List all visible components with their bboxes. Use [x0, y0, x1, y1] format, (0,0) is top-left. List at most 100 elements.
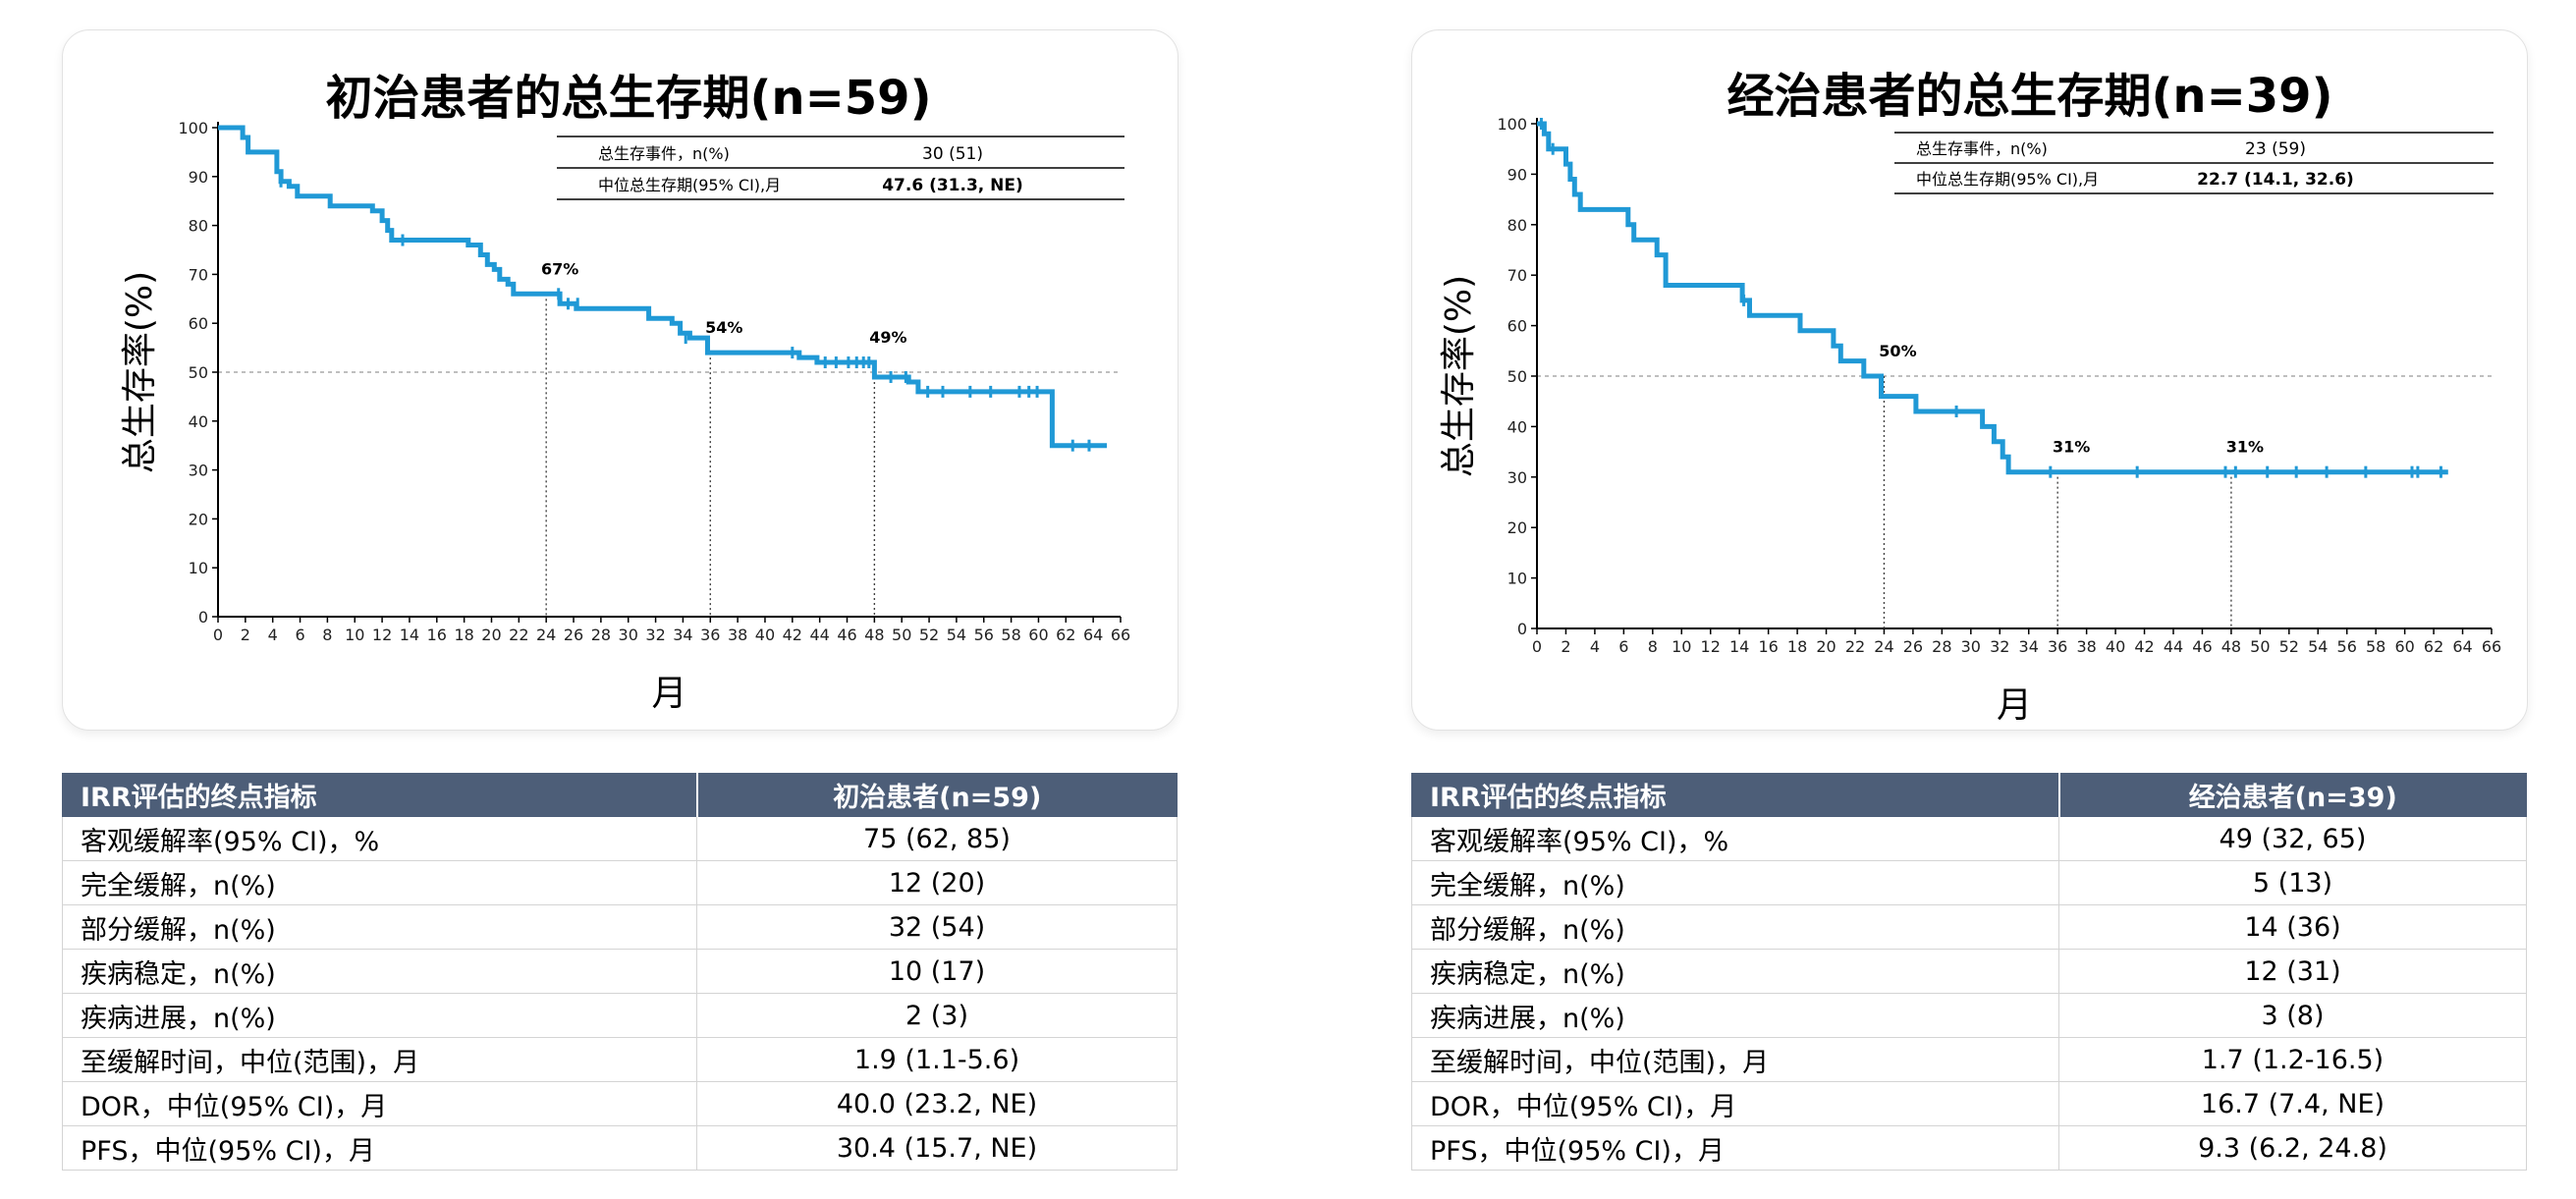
x-tick-label: 16	[1758, 637, 1778, 656]
x-tick-label: 46	[837, 626, 856, 644]
endpoint-label: 客观缓解率(95% CI)，%	[1411, 816, 2059, 861]
stat-value: 30 (51)	[922, 144, 983, 164]
endpoint-value: 16.7 (7.4, NE)	[2058, 1081, 2527, 1126]
x-axis-title: 月	[1997, 685, 2032, 726]
endpoint-label: 疾病稳定，n(%)	[62, 949, 697, 994]
km-chart-previously-treated: 经治患者的总生存期(n=39)总生存率(%)月01020304050607080…	[1439, 69, 2501, 726]
y-tick-label: 90	[189, 168, 208, 187]
x-tick-label: 4	[268, 626, 278, 644]
endpoint-value: 10 (17)	[696, 949, 1178, 994]
table-row: 完全缓解，n(%) 12 (20)	[62, 860, 1178, 905]
endpoint-label: 至缓解时间，中位(范围)，月	[62, 1037, 697, 1082]
x-tick-label: 44	[809, 626, 829, 644]
km-chart-treatment-naive: 初治患者的总生存期(n=59)总生存率(%)月01020304050607080…	[120, 71, 1130, 714]
x-tick-label: 38	[2076, 637, 2096, 656]
endpoint-label: 部分缓解，n(%)	[1411, 904, 2059, 950]
table-header-row: IRR评估的终点指标 初治患者(n=59)	[62, 773, 1178, 817]
endpoint-label: 完全缓解，n(%)	[62, 860, 697, 905]
y-tick-label: 60	[1507, 317, 1527, 336]
y-tick-label: 0	[198, 608, 208, 627]
x-tick-label: 66	[2482, 637, 2501, 656]
stat-value: 22.7 (14.1, 32.6)	[2197, 170, 2354, 190]
x-tick-label: 40	[2106, 637, 2125, 656]
table-row: 客观缓解率(95% CI)，% 49 (32, 65)	[1411, 816, 2527, 861]
x-tick-label: 26	[564, 626, 583, 644]
y-tick-label: 100	[1497, 115, 1527, 134]
table-row: 至缓解时间，中位(范围)，月 1.9 (1.1-5.6)	[62, 1037, 1178, 1082]
landmark-label: 54%	[705, 318, 742, 337]
endpoint-value: 2 (3)	[696, 993, 1178, 1038]
table-row: 部分缓解，n(%) 32 (54)	[62, 904, 1178, 950]
endpoint-value: 40.0 (23.2, NE)	[696, 1081, 1178, 1126]
x-tick-label: 22	[509, 626, 528, 644]
x-tick-label: 56	[974, 626, 994, 644]
x-tick-label: 36	[2048, 637, 2067, 656]
stat-label: 中位总生存期(95% CI),月	[598, 176, 781, 194]
x-tick-label: 8	[1648, 637, 1658, 656]
x-tick-label: 24	[536, 626, 556, 644]
landmark-label: 67%	[541, 259, 578, 278]
x-tick-label: 14	[400, 626, 419, 644]
endpoint-label: 疾病进展，n(%)	[62, 993, 697, 1038]
x-tick-label: 64	[1083, 626, 1103, 644]
table-row: 疾病稳定，n(%) 10 (17)	[62, 949, 1178, 994]
x-tick-label: 10	[345, 626, 364, 644]
x-tick-label: 28	[591, 626, 611, 644]
endpoint-label: 完全缓解，n(%)	[1411, 860, 2059, 905]
landmark-label: 50%	[1879, 342, 1916, 360]
x-tick-label: 38	[728, 626, 747, 644]
x-tick-label: 18	[454, 626, 473, 644]
x-tick-label: 10	[1672, 637, 1691, 656]
table-row: 至缓解时间，中位(范围)，月 1.7 (1.2-16.5)	[1411, 1037, 2527, 1082]
y-tick-label: 90	[1507, 165, 1527, 184]
y-tick-label: 20	[189, 510, 208, 528]
y-tick-label: 40	[189, 412, 208, 431]
x-tick-label: 0	[1532, 637, 1542, 656]
survival-curve	[218, 125, 1108, 449]
x-axis-title: 月	[651, 674, 686, 714]
x-tick-label: 22	[1845, 637, 1865, 656]
endpoint-value: 5 (13)	[2058, 860, 2527, 905]
endpoint-value: 9.3 (6.2, 24.8)	[2058, 1125, 2527, 1171]
x-tick-label: 28	[1932, 637, 1951, 656]
x-tick-label: 2	[241, 626, 250, 644]
endpoint-table-previously-treated: IRR评估的终点指标 经治患者(n=39) 客观缓解率(95% CI)，% 49 …	[1411, 773, 2527, 1171]
landmark-label: 31%	[2053, 438, 2090, 457]
x-tick-label: 36	[700, 626, 720, 644]
km-panel-previously-treated: 经治患者的总生存期(n=39) 总生存率(%) 月 0 10 20 30 40 50 60 70 80…	[1411, 29, 2528, 731]
table-row: 疾病进展，n(%) 2 (3)	[62, 993, 1178, 1038]
endpoint-value: 12 (20)	[696, 860, 1178, 905]
table-row: PFS，中位(95% CI)，月 30.4 (15.7, NE)	[62, 1125, 1178, 1171]
x-tick-label: 56	[2337, 637, 2357, 656]
y-tick-label: 10	[1507, 570, 1527, 588]
endpoint-label: 疾病稳定，n(%)	[1411, 949, 2059, 994]
stat-label: 中位总生存期(95% CI),月	[1916, 170, 2099, 189]
table-row: 完全缓解，n(%) 5 (13)	[1411, 860, 2527, 905]
x-tick-label: 44	[2164, 637, 2183, 656]
table-row: DOR，中位(95% CI)，月 40.0 (23.2, NE)	[62, 1081, 1178, 1126]
table-header-row: IRR评估的终点指标 经治患者(n=39)	[1411, 773, 2527, 817]
stat-value: 23 (59)	[2245, 139, 2306, 159]
x-tick-label: 52	[919, 626, 939, 644]
x-tick-label: 60	[1028, 626, 1048, 644]
endpoint-value: 75 (62, 85)	[696, 816, 1178, 861]
x-tick-label: 50	[892, 626, 911, 644]
x-tick-label: 50	[2250, 637, 2270, 656]
y-tick-label: 30	[189, 462, 208, 480]
header-group: 经治患者(n=39)	[2057, 773, 2527, 817]
y-axis-title: 总生存率(%)	[120, 271, 160, 473]
y-tick-label: 20	[1507, 518, 1527, 537]
x-tick-label: 52	[2279, 637, 2299, 656]
x-tick-label: 18	[1787, 637, 1807, 656]
x-tick-label: 34	[673, 626, 692, 644]
x-tick-label: 32	[645, 626, 665, 644]
y-tick-label: 50	[1507, 367, 1527, 386]
y-tick-label: 100	[178, 119, 208, 137]
x-tick-label: 34	[2019, 637, 2039, 656]
x-tick-label: 30	[619, 626, 638, 644]
x-tick-label: 42	[783, 626, 802, 644]
y-tick-label: 0	[1517, 620, 1527, 638]
x-tick-label: 0	[213, 626, 223, 644]
x-tick-label: 58	[1001, 626, 1020, 644]
y-tick-label: 80	[1507, 216, 1527, 235]
